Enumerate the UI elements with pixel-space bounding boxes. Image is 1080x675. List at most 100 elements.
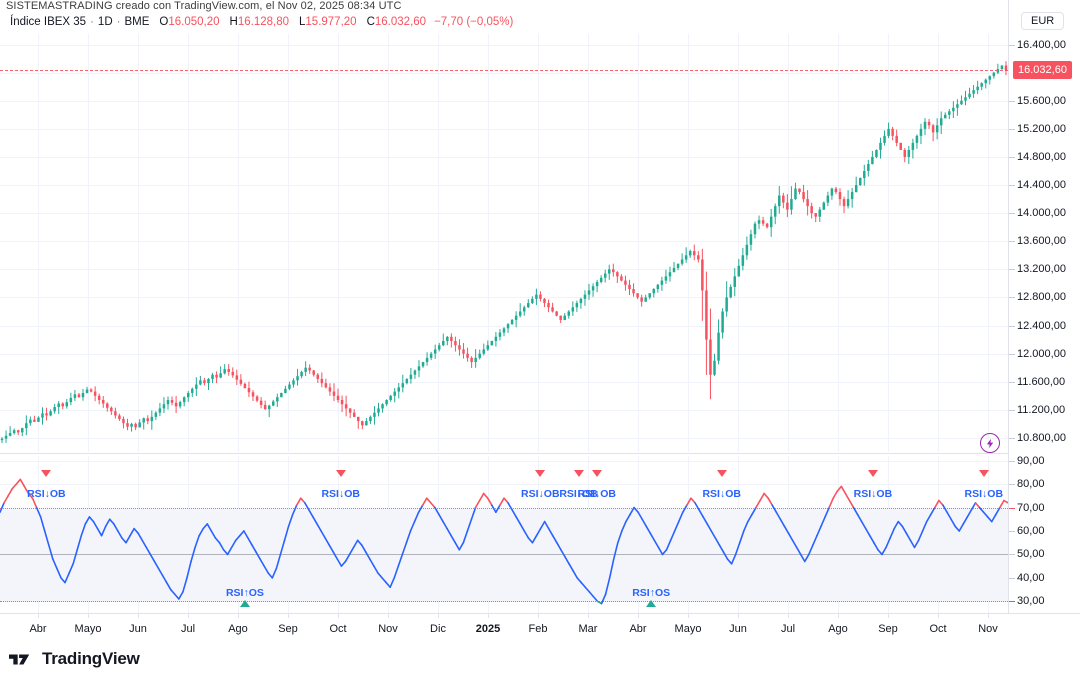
time-axis-label: Nov <box>978 623 998 635</box>
time-axis-label: Mayo <box>674 623 702 635</box>
legend-open-label: O <box>159 16 169 28</box>
time-axis-tick <box>238 614 239 618</box>
time-axis-tick <box>738 614 739 618</box>
legend-open-value: 16.050,20 <box>168 16 220 28</box>
axis-tick-dash <box>1009 128 1015 130</box>
time-axis-label: Oct <box>929 623 947 635</box>
candlestick-series <box>0 61 1008 444</box>
price-axis-tick: 14.800,00 <box>1017 150 1066 163</box>
axis-tick-dash <box>1009 44 1015 46</box>
rsi-axis-tick: 40,00 <box>1017 571 1045 584</box>
price-axis-tick: 14.000,00 <box>1017 207 1066 220</box>
time-axis-label: Jul <box>180 623 196 635</box>
overbought-signal-label: RSI↓OB <box>559 487 598 500</box>
gridline-h <box>0 72 1008 74</box>
time-axis-tick <box>388 614 389 618</box>
time-axis-label: Jun <box>729 623 747 635</box>
overbought-marker-icon <box>41 470 52 478</box>
legend-exchange[interactable]: BME <box>124 16 150 28</box>
current-price-line <box>0 70 1008 72</box>
gridline-v <box>888 34 889 452</box>
time-axis[interactable]: Abr Mayo Jun Jul Ago Sep Oct Nov Dic 2025 Feb Mar Ab… <box>0 613 1080 644</box>
overbought-marker-icon <box>335 470 346 478</box>
legend-symbol[interactable]: Índice IBEX 35 <box>10 16 87 28</box>
gridline-h <box>0 353 1008 355</box>
price-axis-tick: 15.200,00 <box>1017 122 1066 135</box>
gridline-h <box>0 156 1008 158</box>
legend-interval[interactable]: 1D <box>97 16 113 28</box>
legend-change: −7,70 (−0,05%) <box>434 16 514 28</box>
time-axis-tick <box>288 614 289 618</box>
gridline-v <box>238 34 239 452</box>
axis-tick-dash <box>1009 530 1015 532</box>
legend-separator-2: · <box>116 16 121 28</box>
gridline-v <box>288 34 289 452</box>
time-axis-label: Jun <box>129 623 147 635</box>
time-axis-label: Sep <box>278 623 298 635</box>
rsi-overbought-line <box>0 507 1008 509</box>
current-price-badge: 16.032,60 <box>1013 61 1072 80</box>
gridline-h <box>0 381 1008 383</box>
gridline-v <box>488 34 489 452</box>
chart-legend[interactable]: Índice IBEX 35 · 1D · BME O16.050,20 H16… <box>10 16 513 29</box>
time-axis-label: 2025 <box>475 623 501 635</box>
legend-high-value: 16.128,80 <box>237 16 289 28</box>
axis-tick-dash <box>1009 213 1015 215</box>
time-axis-tick <box>638 614 639 618</box>
time-axis-tick <box>538 614 539 618</box>
gridline-h <box>0 484 1008 486</box>
gridline-h <box>0 241 1008 243</box>
time-axis-tick <box>588 614 589 618</box>
price-axis-tick: 14.400,00 <box>1017 179 1066 192</box>
gridline-h <box>0 269 1008 271</box>
gridline-v <box>138 34 139 452</box>
time-axis-label: Oct <box>329 623 347 635</box>
gridline-h <box>0 460 1008 462</box>
legend-open-group: O16.050,20 <box>159 16 219 29</box>
legend-low-value: 15.977,20 <box>305 16 357 28</box>
tradingview-logo[interactable]: TradingView <box>9 649 140 669</box>
gridline-v <box>38 34 39 452</box>
overbought-marker-icon <box>535 470 546 478</box>
time-axis-tick <box>38 614 39 618</box>
time-axis-label: Mar <box>578 623 598 635</box>
axis-tick-dash <box>1009 409 1015 411</box>
currency-chip[interactable]: EUR <box>1021 12 1065 30</box>
legend-low-label: L <box>299 16 306 28</box>
axis-tick-dash <box>1009 241 1015 243</box>
price-axis-tick: 11.200,00 <box>1017 403 1066 416</box>
axis-tick-dash <box>1009 381 1015 383</box>
price-axis[interactable]: EUR 16.400,00 15.600,00 15.200,00 14.800,00… <box>1008 0 1080 613</box>
overbought-marker-icon <box>591 470 602 478</box>
time-axis-label: Ago <box>828 623 848 635</box>
price-axis-tick: 12.000,00 <box>1017 347 1066 360</box>
lightning-icon[interactable] <box>980 433 1000 454</box>
gridline-h <box>0 185 1008 187</box>
time-axis-label: Jul <box>780 623 796 635</box>
time-axis-label: Feb <box>528 623 548 635</box>
time-axis-label: Abr <box>629 623 647 635</box>
legend-high-group: H16.128,80 <box>230 16 289 29</box>
rsi-axis-tick: 70,00 <box>1017 501 1045 514</box>
price-pane[interactable] <box>0 34 1008 454</box>
legend-close-value: 16.032,60 <box>374 16 427 28</box>
rsi-pane[interactable]: RSI↓OB RSI↑OS RSI↓OB RSI↓OB RSI↓OB RSI↓OB RSI↓… <box>0 456 1009 613</box>
overbought-marker-icon <box>716 470 727 478</box>
gridline-v <box>838 34 839 452</box>
overbought-signal-label: RSI↓OB <box>27 487 66 500</box>
time-axis-tick <box>188 614 189 618</box>
time-axis-tick <box>988 614 989 618</box>
axis-tick-dash <box>1009 297 1015 299</box>
gridline-v <box>988 34 989 452</box>
oversold-signal-label: RSI↑OS <box>225 587 264 600</box>
axis-tick-dash <box>1009 577 1015 579</box>
time-axis-tick <box>838 614 839 618</box>
legend-low-group: L15.977,20 <box>299 16 357 29</box>
gridline-v <box>188 34 189 452</box>
tradingview-mark-icon <box>9 653 30 665</box>
overbought-signal-label: RSI↓OB <box>521 487 560 500</box>
time-axis-tick <box>688 614 689 618</box>
gridline-v <box>938 34 939 452</box>
rsi-midline <box>0 554 1008 556</box>
rsi-axis-tick: 90,00 <box>1017 454 1045 467</box>
